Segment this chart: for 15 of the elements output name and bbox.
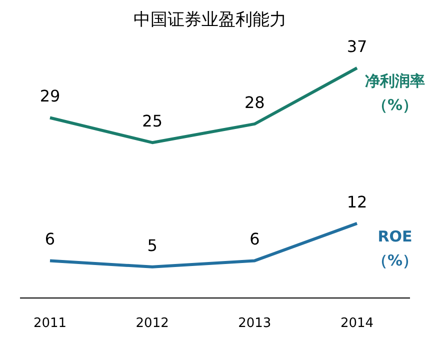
data-label: 25 [142,112,163,131]
series-label: ROE（%） [372,227,418,270]
data-label: 6 [250,230,260,249]
series-label: 净利润率（%） [365,72,425,114]
x-tick-label: 2011 [33,316,67,332]
chart-title: 中国证券业盈利能力 [134,10,286,30]
x-tick-label: 2013 [238,316,272,332]
data-label: 29 [40,86,60,106]
data-label: 6 [44,230,56,249]
data-label: 12 [346,192,368,212]
data-label: 28 [244,92,265,112]
x-tick-label: 2014 [340,316,374,332]
data-label: 37 [346,37,368,56]
data-label: 5 [147,236,158,255]
x-tick-label: 2012 [136,316,169,332]
